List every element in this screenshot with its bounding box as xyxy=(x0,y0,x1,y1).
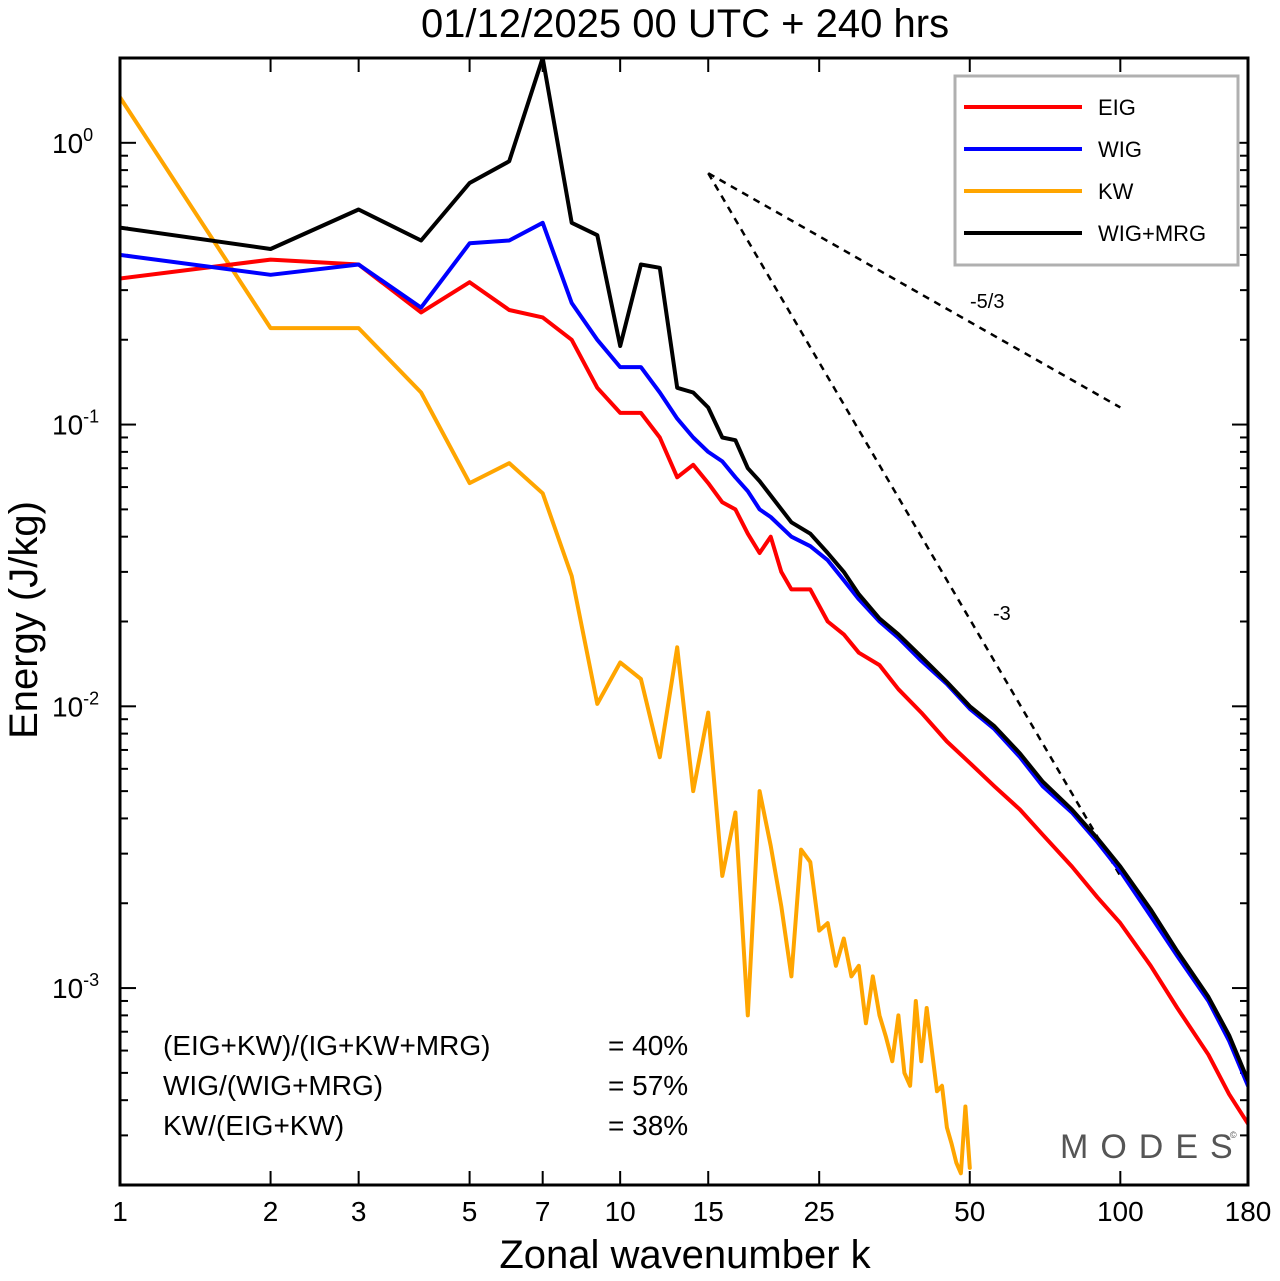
ratio-eig-kw-value: = 40% xyxy=(608,1030,688,1061)
modes-watermark: MODES xyxy=(1060,1128,1245,1166)
series-line-wig-mrg xyxy=(120,58,1248,1083)
legend-label-kw: KW xyxy=(1098,179,1134,204)
ratio-wig-label: WIG/(WIG+MRG) xyxy=(163,1070,383,1101)
ratio-kw-label: KW/(EIG+KW) xyxy=(163,1110,344,1141)
slope-label-five-thirds: -5/3 xyxy=(970,291,1004,313)
x-tick-label: 180 xyxy=(1225,1196,1272,1227)
series-line-eig xyxy=(120,257,1248,1126)
y-axis-label: Energy (J/kg) xyxy=(2,501,46,739)
x-tick-label: 15 xyxy=(693,1196,724,1227)
x-tick-label: 2 xyxy=(263,1196,279,1227)
y-tick-label: 100 xyxy=(52,125,93,159)
ratio-eig-kw-label: (EIG+KW)/(IG+KW+MRG) xyxy=(163,1030,490,1061)
slope-label-three: -3 xyxy=(993,603,1011,625)
y-tick-label: 10-3 xyxy=(52,970,99,1004)
legend-label-wig: WIG xyxy=(1098,137,1142,162)
copyright-mark: © xyxy=(1230,1130,1237,1140)
plot-frame xyxy=(118,56,1250,1187)
x-tick-label: 7 xyxy=(535,1196,551,1227)
y-tick-label: 10-2 xyxy=(52,688,99,722)
ratio-annotations: (EIG+KW)/(IG+KW+MRG) = 40% WIG/(WIG+MRG)… xyxy=(163,1030,688,1141)
x-tick-label: 5 xyxy=(462,1196,478,1227)
legend-label-wig-mrg: WIG+MRG xyxy=(1098,221,1206,246)
slope-line-5-3 xyxy=(707,172,1121,409)
x-tick-label: 100 xyxy=(1097,1196,1144,1227)
x-tick-label: 50 xyxy=(954,1196,985,1227)
x-axis-label: Zonal wavenumber k xyxy=(499,1233,871,1277)
ratio-wig-value: = 57% xyxy=(608,1070,688,1101)
ratio-kw-value: = 38% xyxy=(608,1110,688,1141)
series-line-wig xyxy=(120,220,1248,1088)
slope-line-3 xyxy=(707,172,1122,877)
x-tick-label: 3 xyxy=(351,1196,367,1227)
x-tick-label: 25 xyxy=(804,1196,835,1227)
legend-label-eig: EIG xyxy=(1098,95,1136,120)
chart-title: 01/12/2025 00 UTC + 240 hrs xyxy=(421,2,949,46)
legend: EIG WIG KW WIG+MRG xyxy=(953,74,1240,267)
x-tick-label: 1 xyxy=(112,1196,128,1227)
x-tick-label: 10 xyxy=(605,1196,636,1227)
series-line-kw xyxy=(120,95,972,1176)
y-tick-label: 10-1 xyxy=(52,407,99,441)
